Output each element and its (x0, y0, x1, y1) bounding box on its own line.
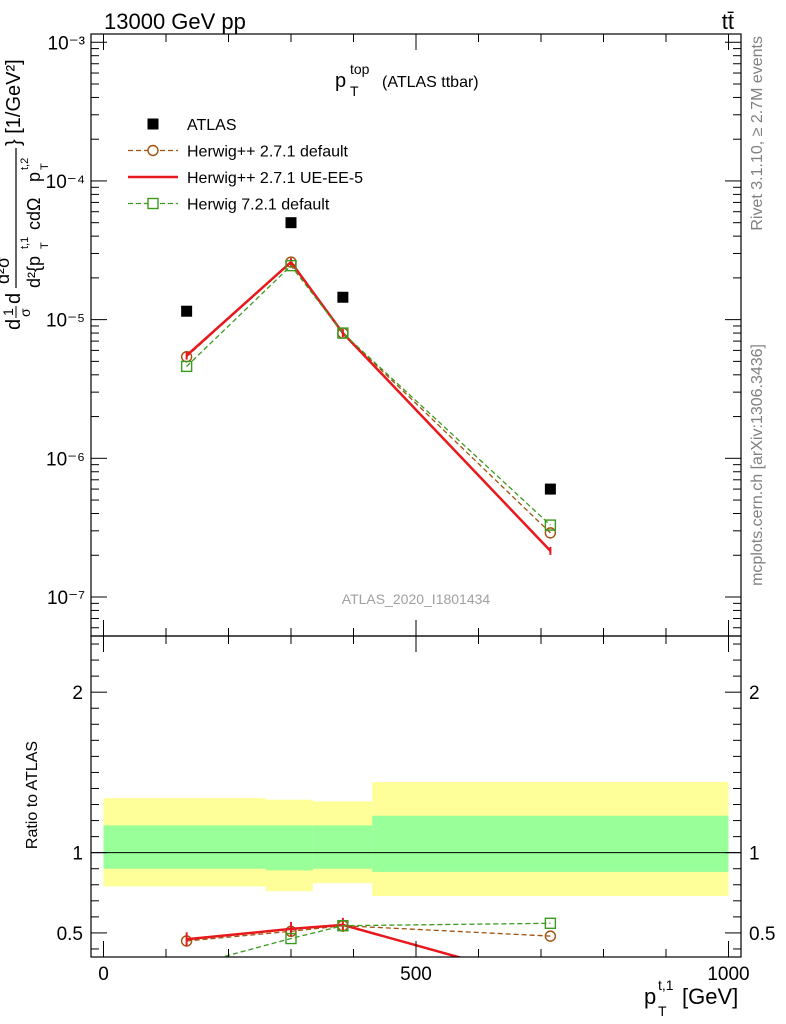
ylabel-t1: t,1 (19, 237, 31, 249)
ratio-point (544, 917, 557, 929)
data-point (544, 519, 557, 531)
data-point (285, 217, 297, 229)
ratio-point (285, 932, 297, 945)
ylabel-d2: d (3, 293, 25, 304)
ratio-y-tick-label-right: 1 (749, 844, 760, 865)
ratio-line (186, 925, 551, 942)
header-energy-label: 13000 GeV pp (104, 9, 246, 34)
ylabel-sigma: σ (17, 308, 33, 317)
ratio-line (186, 923, 463, 957)
legend: ATLAS Herwig++ 2.7.1 default Herwig++ 2.7.… (128, 117, 363, 214)
series-atlas (181, 217, 556, 495)
legend-item-atlas: ATLAS (147, 117, 237, 134)
uncertainty-band-inner (312, 825, 373, 869)
ylabel-T1: T (39, 242, 51, 249)
data-point (180, 360, 193, 373)
mcplots-label: mcplots.cern.ch [arXiv:1306.3436] (749, 344, 766, 586)
ylabel-frac-bottom: d²{p (24, 256, 44, 288)
uncertainty-band-inner (266, 825, 313, 871)
rivet-version-label: Rivet 3.1.10, ≥ 2.7M events (749, 36, 766, 231)
ratio-y-tick-label-left: 1 (72, 844, 83, 865)
ylabel-one: 1 (0, 308, 16, 316)
ratio-point (337, 920, 349, 932)
legend-marker (147, 144, 159, 157)
ratio-y-tick-label-left: 2 (72, 683, 83, 704)
legend-item-herwig-2-7-1-default: Herwig++ 2.7.1 default (128, 144, 349, 161)
legend-label: Herwig++ 2.7.1 UE-EE-5 (187, 170, 363, 187)
series-herwig-2-7-1-ue-ee-5 (185, 258, 552, 555)
ylabel-tail: } [1/GeV²] (3, 59, 25, 146)
legend-item-herwig-2-7-1-ue-ee-5: Herwig++ 2.7.1 UE-EE-5 (128, 170, 363, 187)
plot-title-sub: T (350, 83, 359, 99)
y-tick-label: 10⁻⁵ (46, 311, 85, 332)
legend-label: ATLAS (187, 117, 237, 134)
ylabel-frac-top: d²σ (0, 257, 13, 284)
plot-title-rest: (ATLAS ttbar) (382, 74, 479, 91)
x-tick-label: 1000 (707, 964, 749, 985)
ratio-line (219, 922, 551, 957)
plot-title-sup: top (350, 61, 370, 77)
ratio-panel (91, 782, 741, 897)
ratio-y-tick-label-right: 0.5 (749, 924, 775, 945)
header-process-label: tt̄ (722, 9, 734, 34)
y-tick-label: 10⁻⁴ (46, 172, 85, 193)
y-tick-label: 10⁻⁷ (47, 588, 85, 609)
plot-title: p (335, 70, 346, 92)
y-tick-label: 10⁻⁶ (46, 449, 85, 470)
uncertainty-band-inner (372, 815, 729, 872)
xlabel-sup: t,1 (658, 977, 674, 993)
data-point (544, 483, 556, 495)
data-point (337, 291, 349, 303)
ylabel-pt2: p (24, 172, 44, 182)
top-y-axis-label: d 1 σ d d²σ fid d²{p t,1 T cdΩ p t,2 T }… (0, 59, 51, 330)
data-point (285, 259, 297, 272)
ylabel-t2: t,2 (19, 158, 31, 170)
legend-label: Herwig++ 2.7.1 default (187, 144, 349, 161)
x-tick-label: 0 (98, 964, 109, 985)
ylabel-frac-top-sup: fid (0, 234, 1, 246)
analysis-watermark: ATLAS_2020_I1801434 (342, 591, 491, 607)
data-point (181, 305, 193, 317)
xlabel-main: p (644, 984, 656, 1009)
ratio-y-tick-label-right: 2 (749, 683, 760, 704)
ylabel-cd: cdΩ (24, 198, 44, 230)
uncertainty-band-inner (103, 825, 266, 869)
legend-marker (147, 118, 159, 130)
xlabel-sub: T (658, 1003, 667, 1019)
xlabel-unit: [GeV] (682, 984, 738, 1009)
ratio-series-herwig-7-2-1-default (182, 917, 557, 972)
legend-label: Herwig 7.2.1 default (187, 197, 330, 214)
y-tick-label: 10⁻³ (48, 33, 86, 54)
legend-item-herwig-7-2-1-default: Herwig 7.2.1 default (128, 197, 330, 214)
ratio-y-tick-label-left: 0.5 (57, 924, 83, 945)
x-axis-label: p t,1 T [GeV] (644, 977, 738, 1019)
series-herwig-7-2-1-default (180, 259, 557, 531)
x-tick-label: 500 (400, 964, 432, 985)
ratio-point (182, 962, 192, 972)
ratio-point (544, 930, 557, 942)
legend-marker (147, 197, 159, 210)
data-point (337, 327, 349, 339)
ylabel-T2: T (39, 163, 51, 170)
data-point (544, 527, 557, 539)
plot-title-main: p (335, 70, 346, 92)
series-line (186, 264, 551, 526)
ratio-y-axis-label: Ratio to ATLAS (24, 741, 41, 849)
ratio-series-herwig-2-7-1-ue-ee-5 (185, 917, 463, 957)
ylabel-d: d (3, 319, 25, 330)
series-line (185, 260, 552, 552)
